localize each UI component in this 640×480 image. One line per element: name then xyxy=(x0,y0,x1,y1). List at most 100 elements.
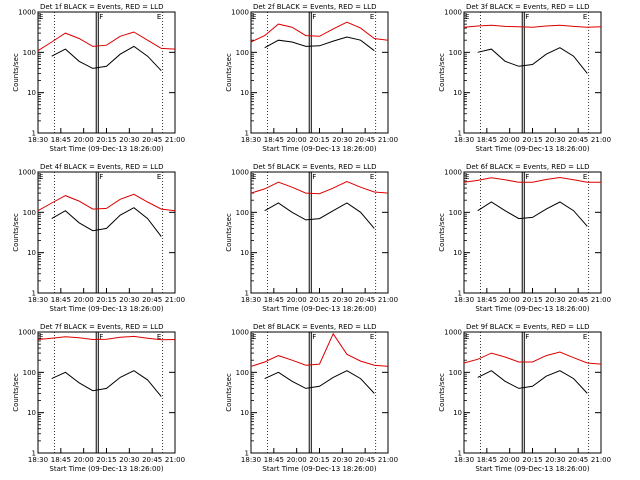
x-tick-label: 18:45 xyxy=(51,456,71,464)
x-tick-label: 20:45 xyxy=(142,296,162,304)
chart-panel-8: Det 8f BLACK = Events, RED = LLD 1 10 100 10… xyxy=(225,323,398,473)
events-series-line xyxy=(477,47,588,74)
x-tick-label: 20:45 xyxy=(142,136,162,144)
x-tick-label: 21:00 xyxy=(165,136,185,144)
x-tick-label: 20:15 xyxy=(96,456,116,464)
chart-panel-3: Det 3f BLACK = Events, RED = LLD 1 10 100 10… xyxy=(438,3,611,153)
x-tick-label: 20:15 xyxy=(522,456,542,464)
y-axis-label: Counts/sec xyxy=(438,213,446,252)
plot-frame xyxy=(463,171,602,294)
y-tick-label: 1 xyxy=(32,290,36,298)
chart-panel-1: Det 1f BLACK = Events, RED = LLD 1 10 100 10… xyxy=(12,3,185,153)
marker-label: F xyxy=(312,173,316,181)
y-tick-label: 100 xyxy=(449,49,462,57)
y-axis-label: Counts/sec xyxy=(225,373,233,412)
marker-label: E xyxy=(583,173,587,181)
x-tick-label: 20:15 xyxy=(309,136,329,144)
marker-label: E xyxy=(465,173,469,181)
y-tick-label: 100 xyxy=(236,369,249,377)
marker-label: F xyxy=(99,333,103,341)
x-tick-label: 20:45 xyxy=(568,296,588,304)
plot-frame xyxy=(37,331,176,454)
x-tick-label: 18:45 xyxy=(477,136,497,144)
marker-label: E xyxy=(157,333,161,341)
chart-title: Det 2f BLACK = Events, RED = LLD xyxy=(253,3,376,11)
x-tick-label: 21:00 xyxy=(378,456,398,464)
x-tick-label: 18:30 xyxy=(28,136,48,144)
x-tick-label: 20:30 xyxy=(545,456,565,464)
y-tick-label: 10 xyxy=(240,89,249,97)
x-tick-label: 20:45 xyxy=(355,136,375,144)
y-tick-label: 1 xyxy=(458,290,462,298)
x-tick-label: 20:00 xyxy=(74,296,94,304)
plot-frame xyxy=(463,11,602,134)
events-series-line xyxy=(477,370,588,394)
plot-frame xyxy=(37,171,176,294)
x-tick-label: 20:00 xyxy=(500,296,520,304)
chart-panel-4: Det 4f BLACK = Events, RED = LLD 1 10 100 10… xyxy=(12,163,185,313)
chart-panel-6: Det 6f BLACK = Events, RED = LLD 1 10 100 10… xyxy=(438,163,611,313)
y-axis-label: Counts/sec xyxy=(225,53,233,92)
x-tick-label: 18:45 xyxy=(477,296,497,304)
y-tick-label: 1000 xyxy=(18,9,36,17)
y-tick-label: 100 xyxy=(23,369,36,377)
y-tick-label: 1000 xyxy=(18,169,36,177)
lld-series-line xyxy=(463,24,602,28)
y-tick-label: 1 xyxy=(32,450,36,458)
plot-frame xyxy=(37,11,176,134)
x-tick-label: 20:30 xyxy=(545,296,565,304)
plot-frame xyxy=(250,171,389,294)
x-axis-label: Start Time (09-Dec-13 18:26:00) xyxy=(49,145,163,153)
lld-series-line xyxy=(250,332,389,367)
y-tick-label: 100 xyxy=(449,369,462,377)
marker-label: F xyxy=(312,333,316,341)
x-axis-label: Start Time (09-Dec-13 18:26:00) xyxy=(49,465,163,473)
chart-panel-9: Det 9f BLACK = Events, RED = LLD 1 10 100 10… xyxy=(438,323,611,473)
x-tick-label: 20:15 xyxy=(309,456,329,464)
x-axis-label: Start Time (09-Dec-13 18:26:00) xyxy=(262,465,376,473)
y-axis-label: Counts/sec xyxy=(12,213,20,252)
chart-title: Det 5f BLACK = Events, RED = LLD xyxy=(253,163,376,171)
y-axis-label: Counts/sec xyxy=(225,213,233,252)
marker-label: E xyxy=(252,173,256,181)
marker-label: F xyxy=(99,13,103,21)
x-tick-label: 20:30 xyxy=(545,136,565,144)
y-tick-label: 1000 xyxy=(444,169,462,177)
y-tick-label: 10 xyxy=(453,409,462,417)
y-tick-label: 10 xyxy=(27,249,36,257)
chart-title: Det 6f BLACK = Events, RED = LLD xyxy=(466,163,589,171)
x-tick-label: 20:30 xyxy=(119,456,139,464)
x-tick-label: 20:15 xyxy=(309,296,329,304)
lld-series-line xyxy=(250,180,389,195)
marker-label: E xyxy=(157,173,161,181)
y-tick-label: 10 xyxy=(240,409,249,417)
x-tick-label: 20:45 xyxy=(355,296,375,304)
x-tick-label: 18:30 xyxy=(28,296,48,304)
y-tick-label: 1 xyxy=(245,290,249,298)
x-tick-label: 18:30 xyxy=(454,136,474,144)
events-series-line xyxy=(51,370,162,397)
x-tick-label: 18:30 xyxy=(28,456,48,464)
marker-label: F xyxy=(525,13,529,21)
x-tick-label: 20:45 xyxy=(355,456,375,464)
chart-title: Det 1f BLACK = Events, RED = LLD xyxy=(40,3,163,11)
x-tick-label: 20:45 xyxy=(568,136,588,144)
y-axis-label: Counts/sec xyxy=(12,53,20,92)
y-tick-label: 10 xyxy=(453,249,462,257)
y-tick-label: 1 xyxy=(458,130,462,138)
lld-series-line xyxy=(37,193,176,212)
lld-series-line xyxy=(37,31,176,52)
y-tick-label: 1 xyxy=(458,450,462,458)
lld-series-line xyxy=(250,21,389,43)
y-axis-label: Counts/sec xyxy=(12,373,20,412)
x-tick-label: 18:30 xyxy=(241,456,261,464)
chart-panel-7: Det 7f BLACK = Events, RED = LLD 1 10 100 10… xyxy=(12,323,185,473)
x-tick-label: 21:00 xyxy=(591,136,611,144)
x-tick-label: 18:45 xyxy=(51,296,71,304)
y-tick-label: 10 xyxy=(453,89,462,97)
events-series-line xyxy=(51,207,162,237)
x-tick-label: 18:45 xyxy=(264,456,284,464)
x-tick-label: 20:30 xyxy=(119,136,139,144)
x-tick-label: 18:45 xyxy=(51,136,71,144)
